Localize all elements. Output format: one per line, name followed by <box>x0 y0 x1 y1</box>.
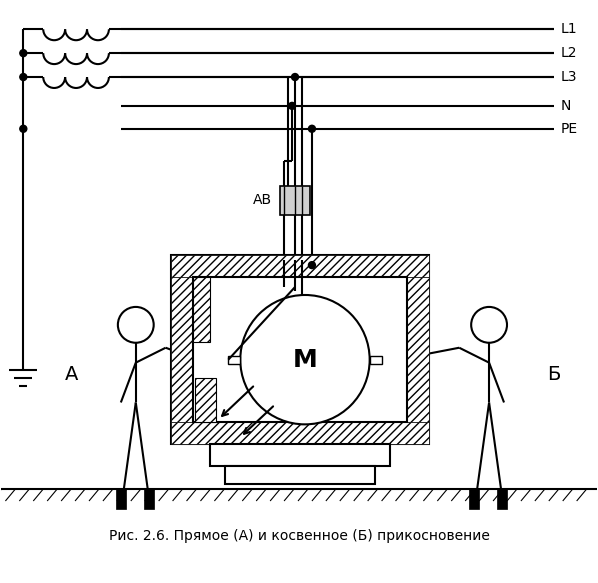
Text: Б: Б <box>547 365 560 384</box>
Bar <box>228 356 240 364</box>
Bar <box>170 255 429 277</box>
Bar <box>194 378 216 422</box>
Circle shape <box>20 125 27 132</box>
Bar <box>170 422 429 444</box>
Bar <box>210 444 389 466</box>
Text: Рис. 2.6. Прямое (А) и косвенное (Б) прикосновение: Рис. 2.6. Прямое (А) и косвенное (Б) при… <box>109 529 489 543</box>
Bar <box>144 489 154 509</box>
Circle shape <box>20 73 27 80</box>
Text: L3: L3 <box>561 70 577 84</box>
Bar <box>193 277 210 342</box>
Circle shape <box>292 73 298 80</box>
Bar <box>225 466 374 484</box>
Circle shape <box>20 50 27 57</box>
Circle shape <box>240 295 370 424</box>
Circle shape <box>309 262 315 269</box>
Bar <box>170 255 429 444</box>
Circle shape <box>118 307 154 343</box>
Text: АВ: АВ <box>253 194 272 208</box>
Bar <box>116 489 126 509</box>
Circle shape <box>289 103 295 110</box>
Circle shape <box>309 125 315 132</box>
Bar <box>497 489 507 509</box>
Text: L1: L1 <box>561 22 578 36</box>
Text: А: А <box>65 365 78 384</box>
Bar <box>370 356 382 364</box>
Text: PE: PE <box>561 122 578 136</box>
Circle shape <box>471 307 507 343</box>
Bar <box>407 277 429 422</box>
Bar <box>469 489 479 509</box>
Bar <box>280 185 310 215</box>
Bar <box>170 277 193 422</box>
Text: N: N <box>561 99 571 113</box>
Bar <box>193 277 407 422</box>
Text: М: М <box>292 347 318 372</box>
Text: L2: L2 <box>561 46 577 60</box>
